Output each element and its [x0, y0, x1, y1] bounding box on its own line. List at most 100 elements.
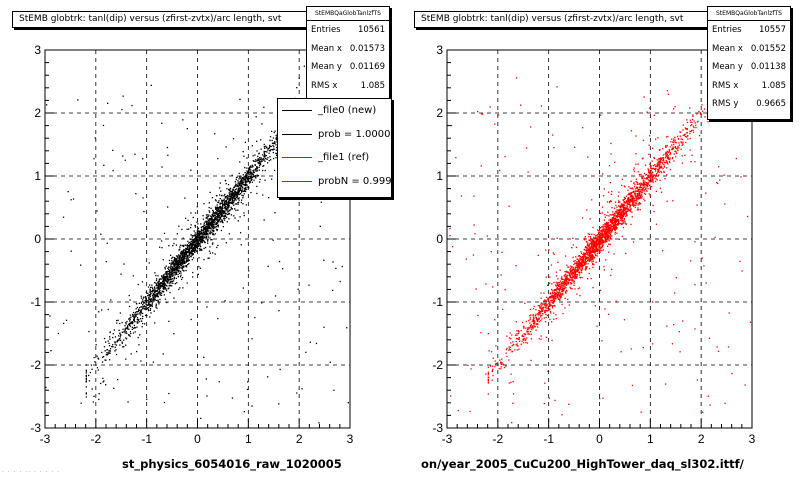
data-point [217, 226, 219, 228]
data-point [167, 282, 169, 284]
data-point [623, 217, 625, 220]
data-point [245, 173, 248, 175]
data-point [573, 268, 575, 271]
data-point [161, 285, 163, 287]
data-point [124, 159, 126, 161]
data-point [615, 216, 618, 218]
data-point [248, 182, 251, 184]
data-point [648, 193, 650, 195]
data-point [593, 240, 595, 243]
data-point [183, 245, 185, 248]
data-point [638, 188, 641, 191]
data-point [96, 367, 99, 369]
data-point [689, 119, 692, 121]
data-point [607, 227, 609, 229]
data-point [235, 203, 238, 205]
data-point [228, 199, 230, 201]
data-point [122, 155, 124, 157]
data-point [229, 197, 231, 199]
data-point [645, 187, 647, 189]
data-point [634, 192, 637, 195]
data-point [230, 195, 232, 197]
data-point [309, 341, 311, 343]
data-point [171, 259, 173, 262]
data-point [174, 259, 176, 261]
data-point [205, 234, 208, 236]
data-point [211, 227, 214, 229]
data-point [263, 157, 265, 160]
data-point [256, 192, 258, 195]
data-point [184, 261, 186, 263]
data-point [544, 309, 546, 311]
data-point [213, 218, 216, 220]
data-point [562, 293, 564, 295]
data-point [608, 165, 611, 167]
data-point [193, 245, 196, 247]
data-point [571, 278, 573, 280]
x-tick-label: -2 [90, 432, 101, 446]
data-point [142, 299, 144, 301]
data-point [604, 225, 606, 227]
data-point [604, 213, 606, 216]
data-point [679, 351, 681, 353]
data-point [146, 301, 148, 304]
data-point [652, 167, 654, 169]
data-point [120, 273, 122, 275]
data-point [624, 213, 626, 216]
data-point [206, 223, 208, 225]
data-point [128, 328, 130, 330]
data-point [98, 398, 100, 401]
data-point [271, 130, 273, 132]
data-point [163, 279, 165, 281]
data-point [248, 187, 250, 189]
data-point [572, 237, 574, 239]
data-point [230, 208, 233, 210]
data-point [599, 249, 601, 251]
data-point [268, 159, 270, 162]
data-point [253, 179, 255, 181]
data-point [137, 310, 139, 312]
data-point [182, 287, 184, 289]
data-point [234, 195, 236, 197]
data-point [252, 172, 254, 174]
data-point [621, 217, 624, 219]
data-point [149, 300, 151, 302]
data-point [113, 329, 115, 331]
data-point [551, 307, 554, 309]
data-point [140, 302, 142, 304]
data-point [62, 216, 65, 218]
data-point [227, 206, 229, 208]
data-point [244, 188, 246, 190]
data-point [223, 215, 225, 217]
data-point [490, 351, 493, 353]
data-point [210, 228, 212, 230]
data-point [645, 188, 647, 190]
data-point [235, 196, 237, 198]
data-point [614, 161, 616, 163]
data-point [680, 138, 682, 140]
data-point [609, 228, 612, 230]
data-point [177, 276, 179, 278]
data-point [140, 306, 142, 308]
data-point [574, 260, 576, 262]
data-point [567, 271, 569, 273]
data-point [272, 142, 274, 144]
data-point [224, 214, 226, 216]
data-point [117, 339, 119, 341]
data-point [160, 240, 163, 242]
data-point [573, 270, 575, 273]
data-point [608, 243, 610, 245]
data-point [156, 278, 158, 280]
data-point [662, 160, 664, 162]
data-point [241, 186, 244, 188]
data-point [173, 268, 175, 270]
data-point [666, 90, 669, 92]
data-point [204, 234, 206, 236]
data-point [628, 198, 630, 200]
data-point [129, 317, 131, 319]
data-point [248, 169, 250, 172]
data-point [653, 114, 655, 116]
data-point [641, 183, 643, 185]
data-point [238, 172, 240, 175]
data-point [604, 216, 606, 218]
